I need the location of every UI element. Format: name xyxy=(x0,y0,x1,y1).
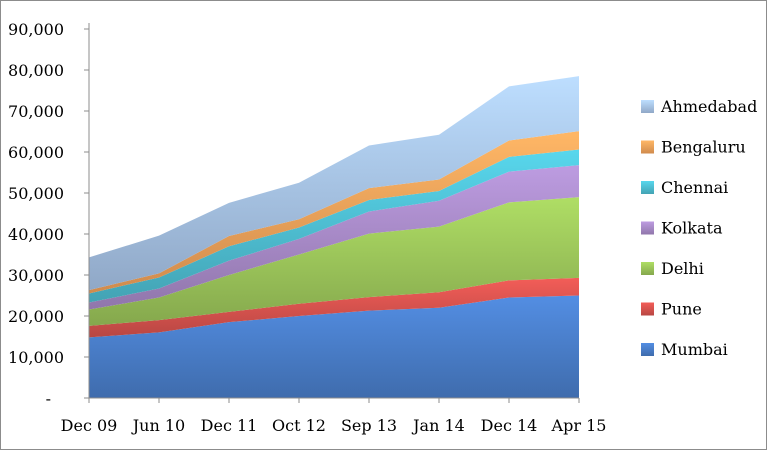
y-tick-label: 40,000 xyxy=(8,225,64,244)
y-tick-label: 90,000 xyxy=(8,20,64,39)
legend-label-bengaluru: Bengaluru xyxy=(661,138,746,157)
legend-swatch-kolkata xyxy=(641,221,654,235)
y-tick-label: 10,000 xyxy=(8,348,64,367)
plot-areas xyxy=(89,76,579,398)
legend-swatch-chennai xyxy=(641,181,654,194)
x-tick-label: Dec 11 xyxy=(201,416,258,435)
y-tick-label: 30,000 xyxy=(8,266,64,285)
legend-label-kolkata: Kolkata xyxy=(661,219,723,238)
area-bengaluru xyxy=(89,131,579,294)
legend-swatch-delhi xyxy=(641,262,654,275)
axes xyxy=(88,23,579,399)
area-delhi xyxy=(89,197,579,326)
y-axis-ticks: - 10,000 20,000 30,000 40,000 50,000 60,000 70,… xyxy=(8,20,89,408)
legend-swatch-bengaluru xyxy=(641,140,654,154)
y-tick-label: 80,000 xyxy=(8,61,64,80)
x-tick-label: Apr 15 xyxy=(551,416,607,435)
x-tick-label: Dec 14 xyxy=(481,416,538,435)
legend-swatch-mumbai xyxy=(641,343,654,356)
legend-swatch-ahmedabad xyxy=(641,100,654,113)
x-tick-label: Dec 09 xyxy=(61,416,118,435)
x-tick-label: Oct 12 xyxy=(272,416,326,435)
legend-label-chennai: Chennai xyxy=(661,178,728,197)
area-mumbai xyxy=(89,295,579,398)
y-tick-label: 70,000 xyxy=(8,102,64,121)
y-tick-label: 50,000 xyxy=(8,184,64,203)
x-tick-label: Jan 14 xyxy=(411,416,465,435)
x-axis-ticks: Dec 09 Jun 10 Dec 11 Oct 12 Sep 13 Jan 14 Dec … xyxy=(61,398,607,435)
area-ahmedabad xyxy=(89,76,579,291)
area-chennai xyxy=(89,149,579,303)
y-tick-label: 60,000 xyxy=(8,143,64,162)
x-tick-label: Sep 13 xyxy=(341,416,397,435)
legend-swatch-pune xyxy=(641,302,654,316)
y-tick-label: - xyxy=(46,389,51,408)
area-pune xyxy=(89,277,579,338)
legend-label-ahmedabad: Ahmedabad xyxy=(660,97,757,116)
legend: Ahmedabad Bengaluru Chennai Kolkata Delhi Pun… xyxy=(641,97,757,359)
legend-label-delhi: Delhi xyxy=(661,259,704,278)
legend-label-mumbai: Mumbai xyxy=(661,340,728,359)
y-tick-label: 20,000 xyxy=(8,307,64,326)
area-kolkata xyxy=(89,165,579,310)
legend-label-pune: Pune xyxy=(661,300,702,319)
x-tick-label: Jun 10 xyxy=(131,416,185,435)
